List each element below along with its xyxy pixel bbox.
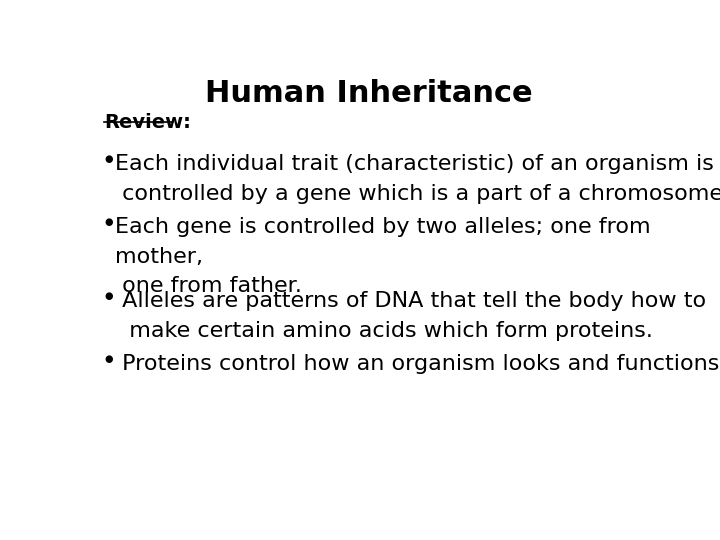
Text: Each gene is controlled by two alleles; one from: Each gene is controlled by two alleles; … [115,217,651,237]
Text: Human Inheritance: Human Inheritance [205,79,533,109]
Text: Review:: Review: [104,113,191,132]
Text: Each individual trait (characteristic) of an organism is: Each individual trait (characteristic) o… [115,154,714,174]
Text: controlled by a gene which is a part of a chromosome.: controlled by a gene which is a part of … [115,184,720,204]
Text: one from father.: one from father. [115,276,302,296]
Text: ●: ● [104,354,112,364]
Text: ●: ● [104,217,112,227]
Text: ●: ● [104,154,112,164]
Text: mother,: mother, [115,246,203,267]
Text: make certain amino acids which form proteins.: make certain amino acids which form prot… [115,321,653,341]
Text: Proteins control how an organism looks and functions.: Proteins control how an organism looks a… [115,354,720,374]
Text: ●: ● [104,292,112,301]
Text: Alleles are patterns of DNA that tell the body how to: Alleles are patterns of DNA that tell th… [115,292,706,312]
